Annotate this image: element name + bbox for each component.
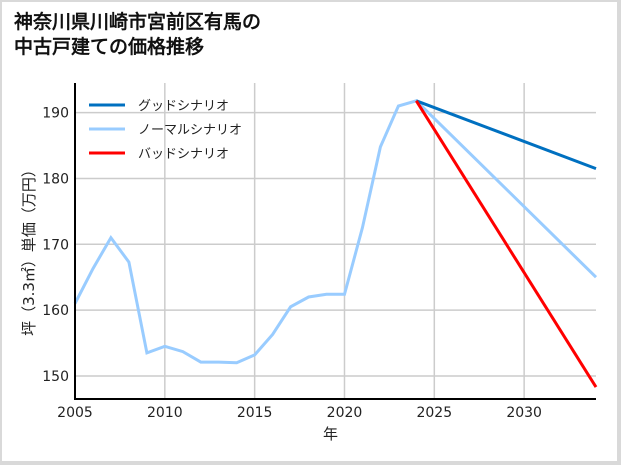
legend-label: バッドシナリオ	[138, 147, 229, 162]
chart-frame	[2, 2, 617, 461]
series-line	[415, 99, 597, 171]
x-tick-label: 2015	[237, 405, 273, 421]
y-tick-label: 180	[42, 171, 69, 187]
y-axis-label: 坪（3.3㎡）単価（万円）	[20, 162, 38, 336]
y-tick-label: 160	[42, 303, 69, 319]
x-tick-label: 2020	[327, 405, 363, 421]
chart-title: 神奈川県川崎市宮前区有馬の 中古戸建ての価格推移	[14, 10, 261, 60]
grid-lines	[74, 83, 596, 399]
x-tick-label: 2010	[147, 405, 183, 421]
y-tick-label: 170	[42, 237, 69, 253]
series-line	[415, 100, 598, 388]
legend-label: グッドシナリオ	[138, 99, 229, 114]
legend-label: ノーマルシナリオ	[138, 123, 242, 138]
y-tick-label: 190	[42, 106, 69, 122]
x-tick-label: 2025	[416, 405, 452, 421]
axes: 2005 2010 2015 2020 2025 2030 150 160 170 180 190 年…	[20, 83, 596, 443]
x-tick-label: 2030	[506, 405, 542, 421]
x-axis-label: 年	[323, 425, 338, 443]
x-tick-label: 2005	[57, 405, 93, 421]
y-tick-label: 150	[42, 369, 69, 385]
title-line-1: 神奈川県川崎市宮前区有馬の	[14, 11, 262, 33]
series-line	[73, 99, 598, 365]
title-line-2: 中古戸建ての価格推移	[14, 36, 205, 58]
series-lines	[73, 99, 598, 388]
